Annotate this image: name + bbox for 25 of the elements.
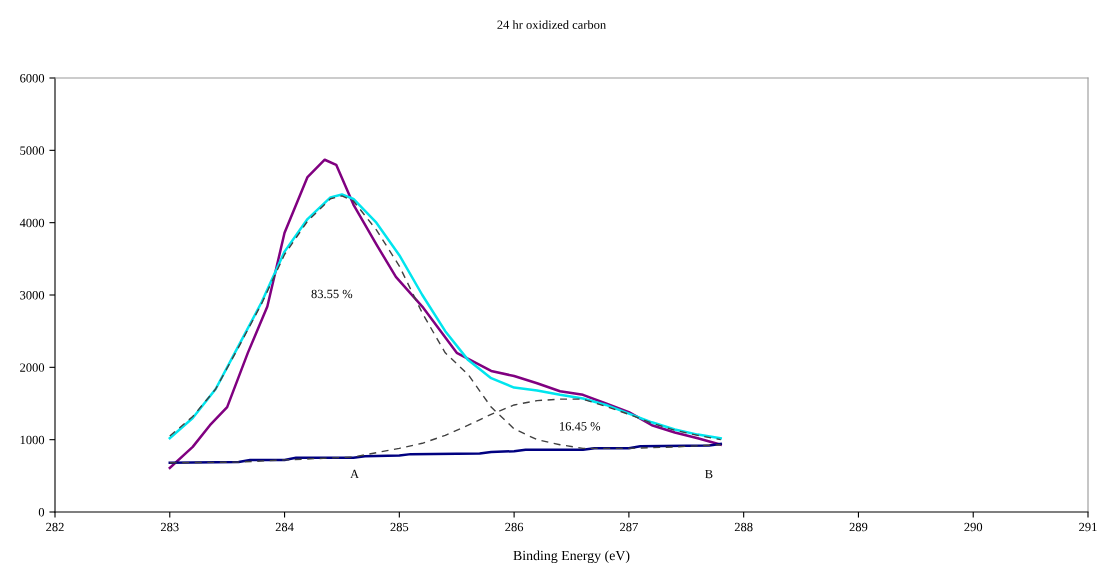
y-tick-label: 4000 bbox=[19, 218, 45, 228]
x-tick-label: 283 bbox=[160, 522, 179, 532]
y-tick-label: 5000 bbox=[20, 146, 45, 155]
annotation: 16.45 % bbox=[560, 422, 601, 431]
annotation: B bbox=[705, 469, 713, 479]
annotation: A bbox=[350, 469, 359, 479]
x-tick-label: 287 bbox=[620, 522, 638, 532]
x-tick-label: 291 bbox=[1079, 522, 1097, 532]
y-tick-label: 2000 bbox=[20, 363, 45, 372]
x-tick-label: 288 bbox=[734, 522, 753, 532]
x-tick-label: 282 bbox=[46, 522, 64, 532]
x-tick-label: 285 bbox=[390, 522, 409, 532]
chart-title: 24 hr oxidized carbon bbox=[497, 20, 606, 29]
y-tick-label: 3000 bbox=[20, 291, 45, 300]
x-tick-label: 290 bbox=[964, 522, 983, 532]
annotation: 83.55 % bbox=[311, 289, 353, 299]
x-tick-label: 289 bbox=[849, 522, 868, 532]
x-axis-title: Binding Energy (eV) bbox=[513, 550, 630, 564]
y-tick-label: 0 bbox=[38, 508, 45, 517]
line-series bbox=[169, 398, 722, 464]
line-series bbox=[168, 158, 722, 470]
x-tick-label: 286 bbox=[505, 522, 524, 532]
y-tick-label: 1000 bbox=[20, 435, 45, 445]
x-tick-label: 284 bbox=[275, 522, 294, 532]
y-tick-label: 6000 bbox=[20, 74, 45, 83]
